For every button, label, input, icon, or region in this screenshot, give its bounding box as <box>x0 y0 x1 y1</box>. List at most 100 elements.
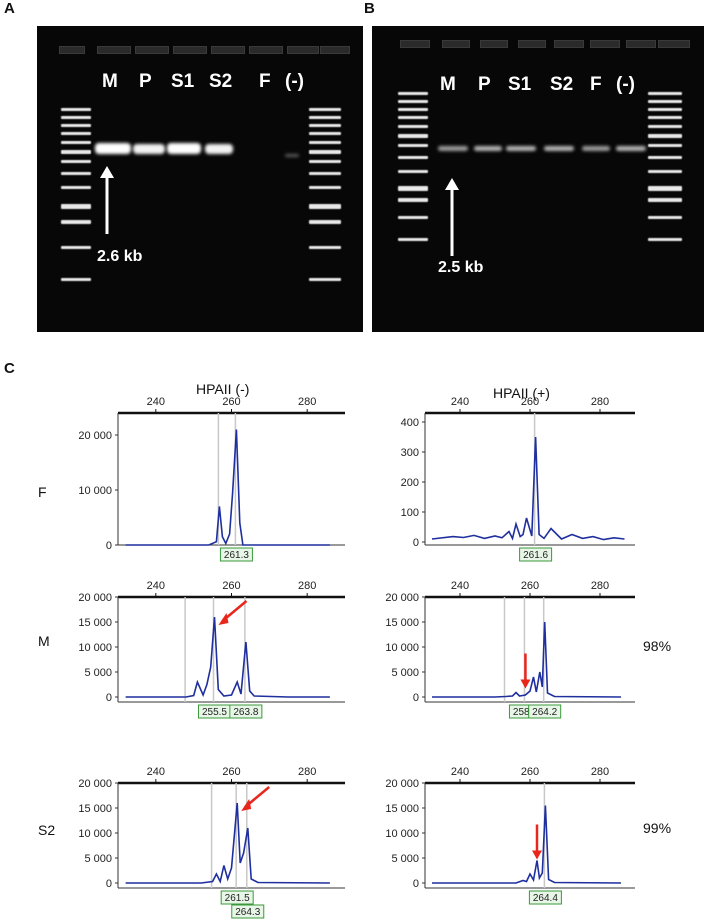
red-arrow-icon <box>241 799 252 811</box>
trace-line <box>431 436 625 541</box>
dna-band <box>95 143 131 154</box>
y-tick-label: 15 000 <box>385 803 419 815</box>
y-tick-label: 0 <box>106 878 112 890</box>
up-arrow-icon <box>100 166 114 234</box>
lane-label: S2 <box>209 71 233 92</box>
row-label: S2 <box>38 822 56 838</box>
x-tick-label: 280 <box>298 580 316 592</box>
x-tick-label: 260 <box>521 396 539 408</box>
y-tick-label: 400 <box>401 417 419 429</box>
y-tick-label: 15 000 <box>385 617 419 629</box>
y-tick-label: 10 000 <box>78 642 112 654</box>
peak-label: 261.5 <box>225 893 250 904</box>
dna-band <box>616 146 646 151</box>
y-tick-label: 5 000 <box>84 853 112 865</box>
gel-image-b: M P S1 S2 F (-) <box>372 26 704 332</box>
dna-band <box>133 144 165 154</box>
y-tick-label: 5 000 <box>84 667 112 679</box>
x-tick-label: 240 <box>451 396 469 408</box>
y-tick-label: 0 <box>106 692 112 704</box>
lane-label: M <box>102 71 118 92</box>
y-tick-label: 15 000 <box>78 617 112 629</box>
x-tick-label: 280 <box>591 766 609 778</box>
y-tick-label: 20 000 <box>385 592 419 604</box>
red-arrow-icon <box>218 613 229 625</box>
trace-line <box>432 805 622 884</box>
size-label: 2.5 kb <box>438 259 484 276</box>
y-tick-label: 100 <box>401 507 419 519</box>
panel-label-c: C <box>4 360 15 377</box>
lane-label: M <box>440 74 456 95</box>
peak-label: 264.3 <box>235 907 260 918</box>
panel-label-a: A <box>4 0 15 17</box>
dna-band <box>582 146 610 151</box>
dna-band <box>167 143 201 154</box>
trace-line <box>432 621 622 698</box>
lane-label: F <box>259 71 271 92</box>
panel-label-b: B <box>364 0 375 17</box>
x-tick-label: 240 <box>451 580 469 592</box>
y-tick-label: 0 <box>413 692 419 704</box>
dna-band <box>205 144 233 154</box>
row-label: F <box>38 484 47 500</box>
y-tick-label: 0 <box>413 537 419 549</box>
peak-label: 263.8 <box>233 707 258 718</box>
dna-band <box>438 146 468 151</box>
y-tick-label: 200 <box>401 477 419 489</box>
gel-image-a: M P S1 S2 F (-) <box>37 26 363 332</box>
x-tick-label: 260 <box>521 580 539 592</box>
dna-band <box>506 146 536 151</box>
peak-label-box <box>219 547 253 562</box>
peak-label-box <box>220 890 254 905</box>
up-arrow-icon <box>445 178 459 256</box>
peak-label: 255.5 <box>202 707 227 718</box>
row-label: M <box>38 633 50 649</box>
peak-label-box <box>528 890 562 905</box>
peak-label-box <box>229 704 263 719</box>
trace-line <box>125 802 330 884</box>
y-tick-label: 10 000 <box>78 828 112 840</box>
y-tick-label: 10 000 <box>385 828 419 840</box>
x-tick-label: 240 <box>147 766 165 778</box>
peak-label: 261.6 <box>523 550 548 561</box>
peak-label-box <box>519 547 553 562</box>
x-tick-label: 260 <box>222 580 240 592</box>
lane-label: (-) <box>285 71 304 92</box>
x-tick-label: 240 <box>147 580 165 592</box>
x-tick-label: 240 <box>147 396 165 408</box>
x-tick-label: 240 <box>451 766 469 778</box>
red-arrow-icon <box>532 850 542 860</box>
y-tick-label: 20 000 <box>385 778 419 790</box>
lane-label: S1 <box>508 74 532 95</box>
dna-band <box>285 154 299 157</box>
peak-label: 264.2 <box>532 707 557 718</box>
trace-line <box>125 616 330 698</box>
y-tick-label: 20 000 <box>78 592 112 604</box>
size-label: 2.6 kb <box>97 248 143 265</box>
red-arrow-icon <box>520 679 531 689</box>
x-tick-label: 280 <box>298 396 316 408</box>
lane-label: (-) <box>616 74 635 95</box>
x-tick-label: 280 <box>298 766 316 778</box>
y-tick-label: 0 <box>106 540 112 552</box>
peak-label: 261.3 <box>224 550 249 561</box>
y-tick-label: 20 000 <box>78 430 112 442</box>
y-tick-label: 300 <box>401 447 419 459</box>
peak-label-box <box>528 704 562 719</box>
trace-line <box>125 429 330 546</box>
y-tick-label: 5 000 <box>391 667 419 679</box>
y-tick-label: 20 000 <box>78 778 112 790</box>
methylation-percentage: 98% <box>643 638 672 654</box>
dna-band <box>544 146 574 151</box>
lane-label: P <box>478 74 491 95</box>
x-tick-label: 260 <box>521 766 539 778</box>
methylation-percentage: 99% <box>643 820 672 836</box>
y-tick-label: 10 000 <box>385 642 419 654</box>
lane-label: S1 <box>171 71 195 92</box>
dna-band <box>474 146 502 151</box>
lane-label: F <box>590 74 602 95</box>
lane-label: P <box>139 71 152 92</box>
y-tick-label: 15 000 <box>78 803 112 815</box>
x-tick-label: 280 <box>591 580 609 592</box>
